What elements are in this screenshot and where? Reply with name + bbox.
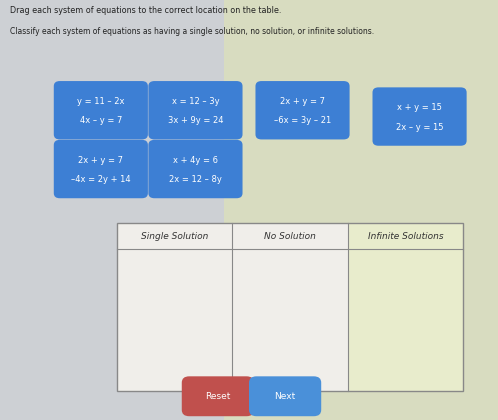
Text: 4x – y = 7: 4x – y = 7 [80, 116, 122, 126]
Text: –6x = 3y – 21: –6x = 3y – 21 [274, 116, 331, 126]
Text: x = 12 – 3y: x = 12 – 3y [172, 97, 219, 106]
FancyBboxPatch shape [182, 376, 254, 416]
Text: Classify each system of equations as having a single solution, no solution, or i: Classify each system of equations as hav… [10, 27, 374, 36]
FancyBboxPatch shape [249, 376, 321, 416]
Text: x + 4y = 6: x + 4y = 6 [173, 156, 218, 165]
Text: –4x = 2y + 14: –4x = 2y + 14 [71, 175, 130, 184]
Bar [0, 0, 224, 420]
Text: 2x + y = 7: 2x + y = 7 [280, 97, 325, 106]
Text: 3x + 9y = 24: 3x + 9y = 24 [168, 116, 223, 126]
Bar [117, 223, 348, 391]
Text: 2x – y = 15: 2x – y = 15 [396, 123, 443, 132]
Text: 2x = 12 – 8y: 2x = 12 – 8y [169, 175, 222, 184]
Text: Next: Next [274, 392, 296, 401]
FancyBboxPatch shape [54, 81, 148, 139]
Text: y = 11 – 2x: y = 11 – 2x [77, 97, 124, 106]
Text: Single Solution: Single Solution [141, 231, 208, 241]
Text: 2x + y = 7: 2x + y = 7 [78, 156, 124, 165]
Text: No Solution: No Solution [264, 231, 316, 241]
FancyBboxPatch shape [148, 81, 243, 139]
Text: x + y = 15: x + y = 15 [397, 103, 442, 113]
Text: Drag each system of equations to the correct location on the table.: Drag each system of equations to the cor… [10, 6, 281, 15]
Bar [117, 223, 463, 391]
FancyBboxPatch shape [148, 140, 243, 198]
Text: Reset: Reset [205, 392, 231, 401]
Text: Infinite Solutions: Infinite Solutions [368, 231, 443, 241]
FancyBboxPatch shape [373, 87, 467, 146]
FancyBboxPatch shape [255, 81, 350, 139]
FancyBboxPatch shape [54, 140, 148, 198]
Bar [348, 223, 463, 391]
Bar [224, 0, 498, 420]
